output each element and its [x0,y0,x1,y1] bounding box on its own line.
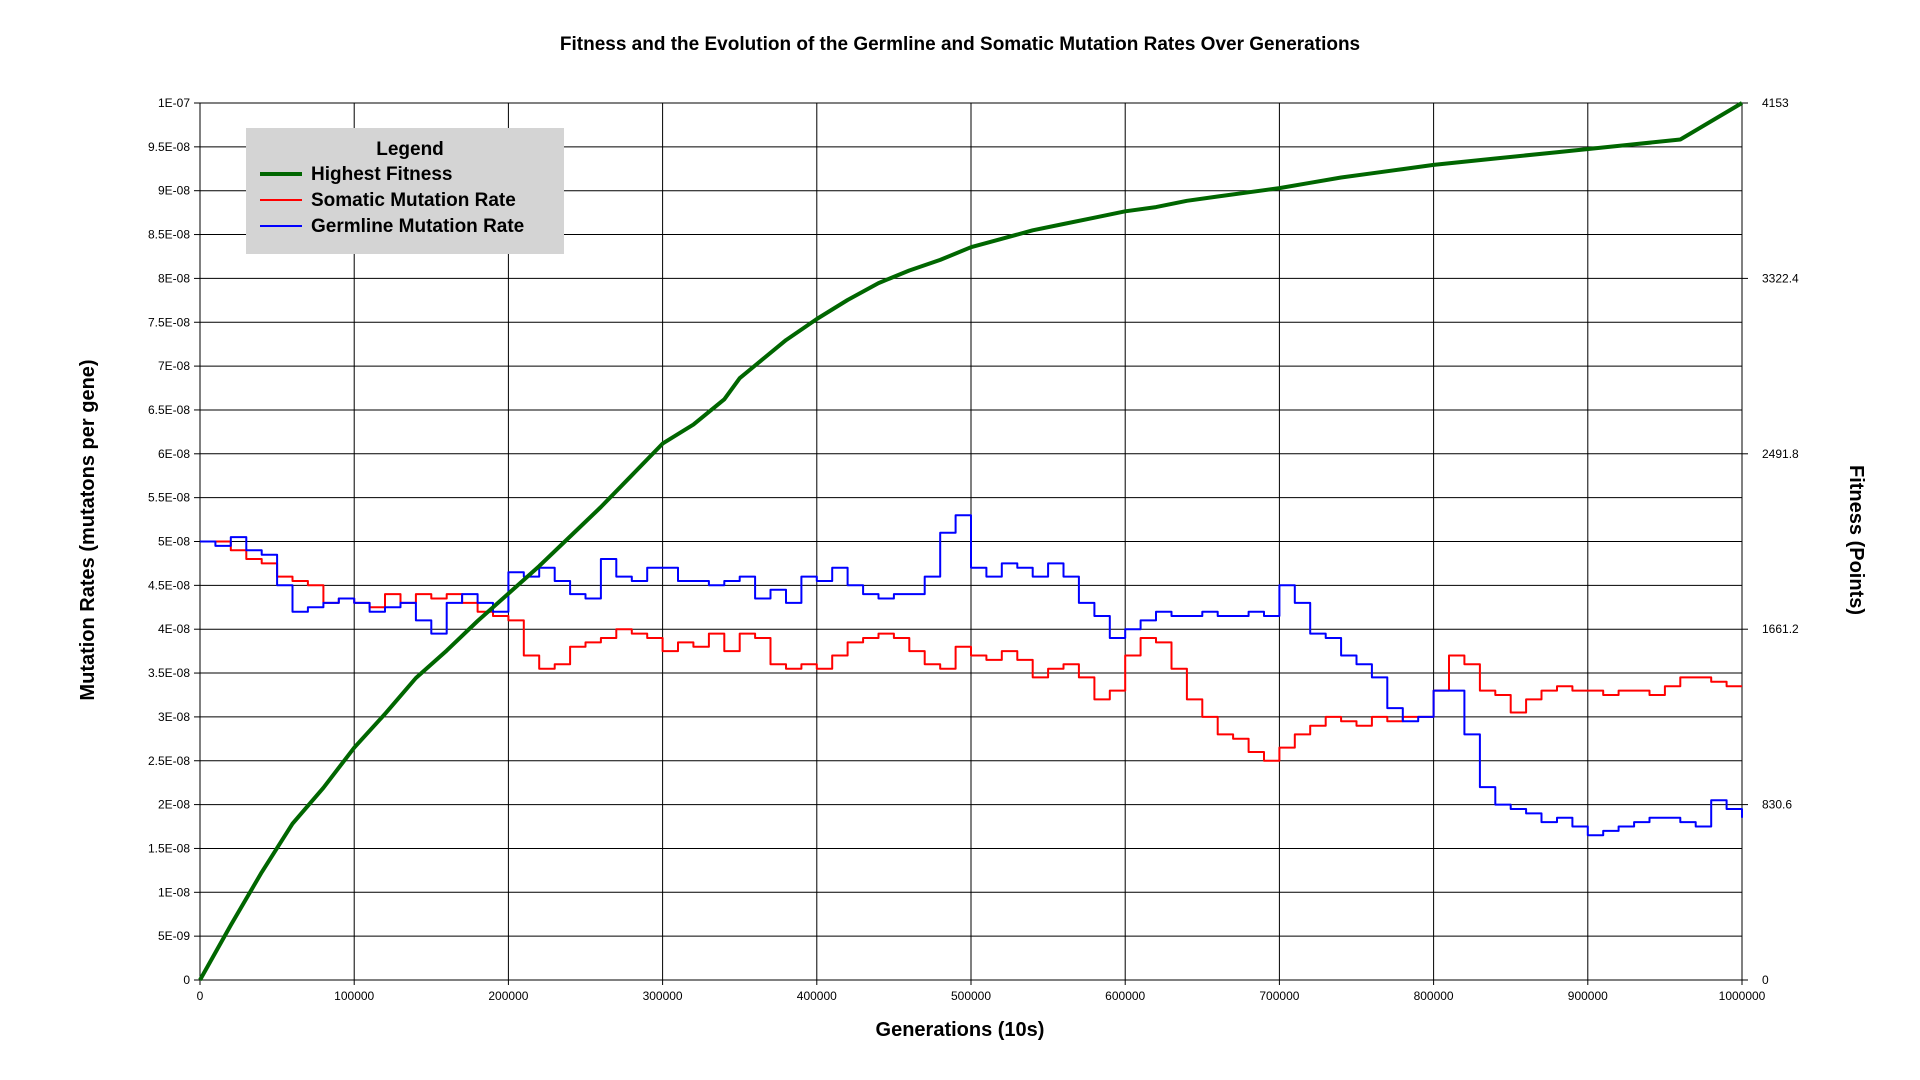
y-left-tick-label: 8.5E-08 [148,228,190,242]
y-left-tick-label: 1.5E-08 [148,841,190,855]
y-left-axis-title: Mutation Rates (mutatons per gene) [77,359,99,700]
series-line-highest-fitness [198,101,1744,981]
y-right-tick-label: 4153 [1762,96,1789,110]
x-tick-label: 100000 [334,989,374,1003]
legend-label: Highest Fitness [311,164,452,185]
series-line-germline-mutation-rate [200,514,1743,837]
y-right-tick-label: 1661.2 [1762,622,1799,636]
y-left-tick-label: 1E-08 [158,885,190,899]
x-tick-label: 200000 [488,989,528,1003]
y-left-tick-label: 5E-08 [158,535,190,549]
legend-items: Highest Fitness Somatic Mutation Rate Germ… [260,164,524,237]
x-tick-label: 400000 [797,989,837,1003]
x-tick-label: 800000 [1414,989,1454,1003]
y-right-tick-label: 0 [1762,973,1769,987]
x-tick-label: 500000 [951,989,991,1003]
y-left-tick-label: 9.5E-08 [148,140,190,154]
legend-label: Germline Mutation Rate [311,216,524,237]
x-axis-title: Generations (10s) [876,1019,1045,1041]
x-tick-label: 300000 [643,989,683,1003]
y-left-tick-label: 9E-08 [158,184,190,198]
x-tick-label: 0 [197,989,204,1003]
x-tick-label: 700000 [1259,989,1299,1003]
x-tick-label: 600000 [1105,989,1145,1003]
y-left-tick-label: 8E-08 [158,271,190,285]
x-axis-ticks: 0 100000 200000 300000 400000 500000 600000 700… [197,980,1766,1003]
y-left-tick-label: 4.5E-08 [148,578,190,592]
x-tick-label: 900000 [1568,989,1608,1003]
y-right-tick-label: 830.6 [1762,798,1792,812]
y-left-axis-ticks: 0 5E-09 1E-08 1.5E-08 2E-08 2.5E-08 3E-08 3.5E-… [148,96,200,987]
y-right-axis-ticks: 0 830.6 1661.2 2491.8 3322.4 4153 [1742,96,1799,987]
y-right-tick-label: 2491.8 [1762,447,1799,461]
y-left-tick-label: 6E-08 [158,447,190,461]
y-left-tick-label: 2E-08 [158,798,190,812]
legend-label: Somatic Mutation Rate [311,190,516,211]
chart-title: Fitness and the Evolution of the Germlin… [560,34,1360,55]
y-left-tick-label: 7E-08 [158,359,190,373]
y-left-tick-label: 3E-08 [158,710,190,724]
y-left-tick-label: 5E-09 [158,929,190,943]
y-left-tick-label: 0 [183,973,190,987]
y-right-tick-label: 3322.4 [1762,271,1799,285]
x-tick-label: 1000000 [1719,989,1766,1003]
legend: Legend Highest Fitness Somatic Mutation R… [246,128,564,254]
y-left-tick-label: 6.5E-08 [148,403,190,417]
y-left-tick-label: 7.5E-08 [148,315,190,329]
y-left-tick-label: 3.5E-08 [148,666,190,680]
legend-title: Legend [376,139,444,160]
y-left-tick-label: 1E-07 [158,96,190,110]
y-left-tick-label: 4E-08 [158,622,190,636]
series-group [198,101,1744,981]
legend-box [246,128,564,254]
y-left-tick-label: 2.5E-08 [148,754,190,768]
y-left-tick-label: 5.5E-08 [148,491,190,505]
y-right-axis-title: Fitness (Points) [1845,465,1867,615]
